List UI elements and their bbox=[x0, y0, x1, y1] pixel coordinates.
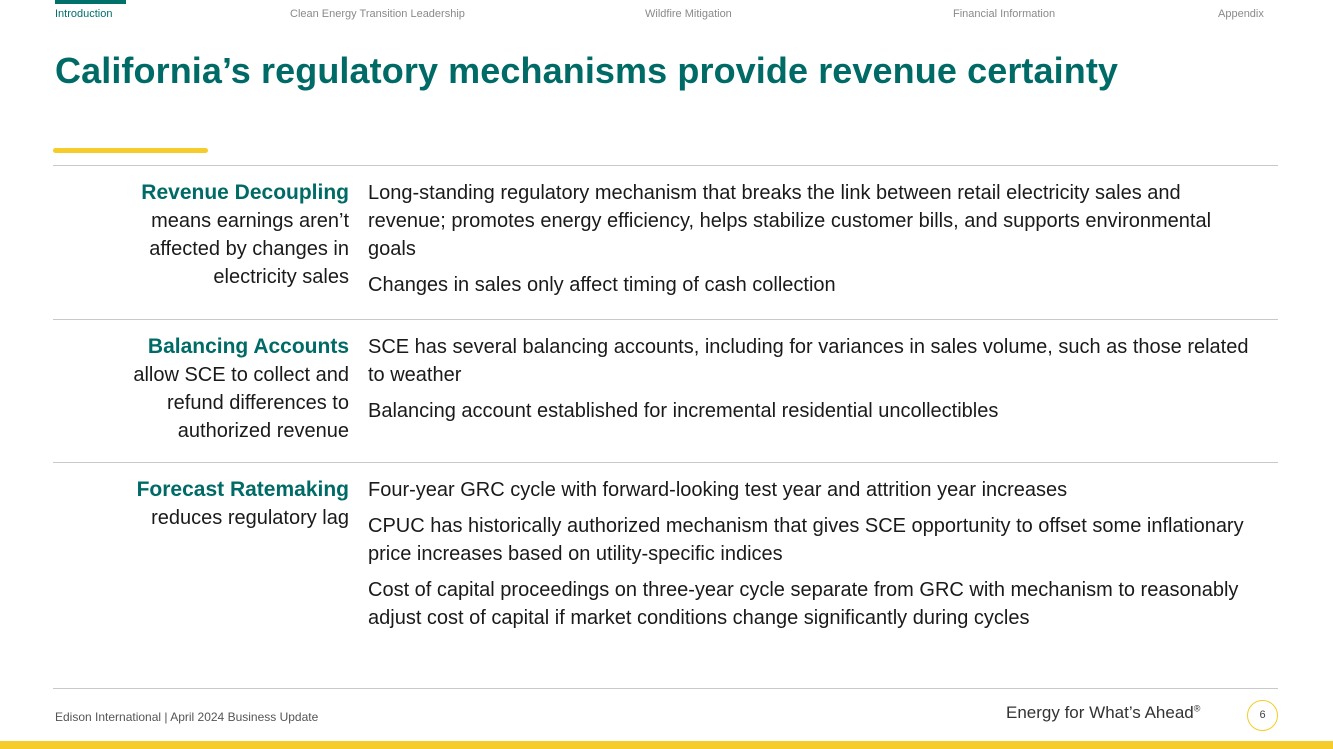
page-number: 6 bbox=[1247, 700, 1278, 731]
nav-item-financial[interactable]: Financial Information bbox=[953, 8, 1056, 20]
row-description-line: reduces regulatory lag bbox=[151, 507, 349, 529]
page-title: California’s regulatory mechanisms provi… bbox=[55, 50, 1119, 91]
detail-item: CPUC has historically authorized mechani… bbox=[368, 515, 1244, 565]
row-description-line: allow SCE to collect and bbox=[133, 364, 349, 386]
detail-item: Cost of capital proceedings on three-yea… bbox=[368, 579, 1239, 629]
bottom-accent-bar bbox=[0, 741, 1333, 749]
table-row-balancing-accounts: Balancing Accounts allow SCE to collect … bbox=[53, 319, 1278, 462]
row-heading: Revenue Decoupling bbox=[141, 181, 349, 204]
detail-item: Changes in sales only affect timing of c… bbox=[368, 274, 836, 296]
row-heading: Forecast Ratemaking bbox=[136, 478, 349, 501]
detail-item: SCE has several balancing accounts, incl… bbox=[368, 336, 1249, 386]
section-nav: Introduction Clean Energy Transition Lea… bbox=[0, 0, 1333, 24]
nav-item-wildfire[interactable]: Wildfire Mitigation bbox=[645, 8, 732, 20]
tagline-text: Energy for What’s Ahead bbox=[1006, 703, 1194, 722]
footer-source: Edison International | April 2024 Busine… bbox=[55, 710, 319, 724]
title-accent-line bbox=[53, 148, 208, 153]
row-description-line: means earnings aren’t bbox=[151, 210, 349, 232]
nav-item-introduction[interactable]: Introduction bbox=[55, 8, 113, 20]
row-description-line: refund differences to bbox=[167, 392, 349, 414]
row-details: Four-year GRC cycle with forward-looking… bbox=[353, 463, 1278, 688]
detail-item: Four-year GRC cycle with forward-looking… bbox=[368, 479, 1068, 501]
table-row-revenue-decoupling: Revenue Decoupling means earnings aren’t… bbox=[53, 165, 1278, 319]
registered-mark: ® bbox=[1193, 703, 1201, 714]
brand-tagline: Energy for What’s Ahead® bbox=[1006, 703, 1200, 723]
row-details: SCE has several balancing accounts, incl… bbox=[353, 320, 1278, 462]
row-description-line: electricity sales bbox=[213, 266, 349, 288]
row-description-line: authorized revenue bbox=[177, 420, 349, 442]
nav-active-indicator bbox=[55, 0, 126, 4]
table-row-forecast-ratemaking: Forecast Ratemaking reduces regulatory l… bbox=[53, 462, 1278, 689]
detail-item: Long-standing regulatory mechanism that … bbox=[368, 182, 1212, 260]
row-description-line: affected by changes in bbox=[149, 238, 349, 260]
detail-item: Balancing account established for increm… bbox=[368, 400, 999, 422]
nav-item-appendix[interactable]: Appendix bbox=[1218, 8, 1264, 20]
row-label: Forecast Ratemaking reduces regulatory l… bbox=[53, 463, 353, 688]
nav-item-clean-energy[interactable]: Clean Energy Transition Leadership bbox=[290, 8, 465, 20]
row-details: Long-standing regulatory mechanism that … bbox=[353, 166, 1278, 319]
mechanisms-table: Revenue Decoupling means earnings aren’t… bbox=[53, 165, 1278, 689]
row-label: Balancing Accounts allow SCE to collect … bbox=[53, 320, 353, 462]
row-label: Revenue Decoupling means earnings aren’t… bbox=[53, 166, 353, 319]
row-heading: Balancing Accounts bbox=[147, 335, 349, 358]
